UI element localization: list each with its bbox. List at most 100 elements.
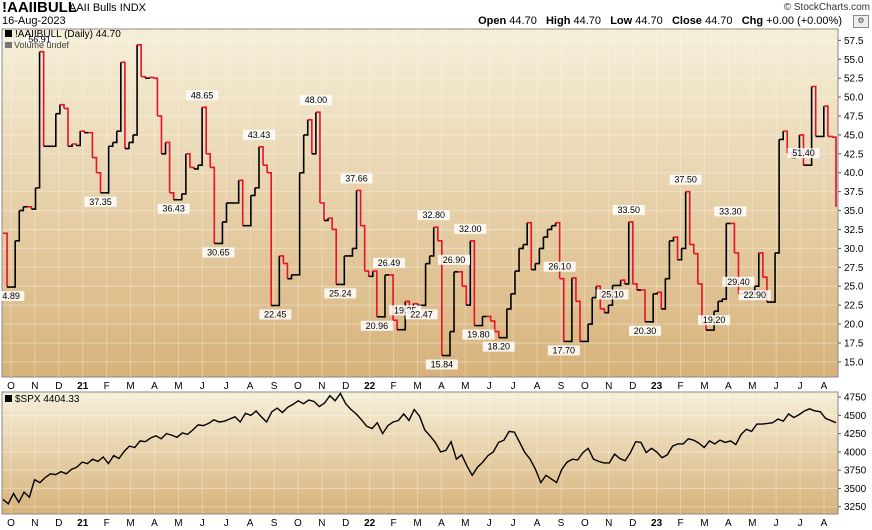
bull-segment	[689, 243, 695, 254]
x-tick-label: N	[605, 518, 612, 529]
annotation-bg	[454, 223, 487, 234]
x-tick-label: D	[629, 381, 636, 392]
bull-segment	[466, 240, 472, 306]
bull-segment	[714, 301, 719, 312]
value-annotation: 29.40	[727, 277, 750, 287]
bull-segment	[35, 51, 41, 189]
annotation-bg	[324, 288, 357, 299]
bull-segment	[458, 271, 463, 287]
bull-segment	[510, 271, 516, 295]
bull-segment	[279, 255, 285, 264]
annotation-bg	[425, 359, 458, 370]
value-annotation: 19.20	[703, 315, 726, 325]
bull-segment	[584, 324, 589, 343]
y-tick-label: 15.0	[844, 357, 864, 368]
bull-segment	[827, 135, 833, 138]
title-row: !AAIIBULL AAII Bulls INDX © StockCharts.…	[0, 0, 872, 16]
bull-segment	[567, 277, 573, 343]
x-tick-label: J	[774, 381, 779, 392]
x-tick-label: J	[200, 518, 205, 529]
bull-segment	[531, 263, 537, 271]
value-annotation: 37.35	[89, 197, 112, 207]
bull-segment	[332, 228, 337, 285]
y-tick-label: 25.0	[844, 282, 864, 293]
y-tick-label: 37.5	[844, 187, 864, 198]
quote-row: 16-Aug-2023 Open 44.70 High 44.70 Low 44…	[0, 15, 872, 27]
bull-segment	[661, 278, 667, 310]
annotation-bg	[547, 345, 580, 356]
x-tick-label: O	[581, 381, 589, 392]
bull-segment	[303, 119, 309, 136]
bull-segment	[506, 293, 512, 310]
x-tick-label: J	[798, 381, 803, 392]
annotation-bg	[202, 247, 235, 258]
y-tick-label: 35.0	[844, 206, 864, 217]
bull-segment	[263, 164, 268, 173]
bull-segment	[779, 131, 784, 141]
bull-segment	[324, 218, 329, 222]
x-tick-label: O	[7, 381, 15, 392]
bull-segment	[770, 252, 776, 303]
bull-segment	[55, 104, 61, 115]
x-tick-label: J	[511, 381, 516, 392]
x-tick-label: A	[821, 518, 828, 529]
bull-segment	[283, 262, 289, 279]
bull-segment	[234, 180, 240, 204]
bull-segment	[120, 61, 126, 149]
value-annotation: 20.96	[366, 321, 389, 331]
x-tick-label: S	[271, 518, 278, 529]
annotation-bg	[612, 204, 645, 215]
annotation-bg	[738, 290, 771, 301]
y-tick-label: 47.5	[844, 112, 864, 123]
x-tick-label: M	[700, 518, 708, 529]
bull-segment	[413, 302, 419, 306]
bull-segment	[478, 316, 484, 327]
symbol-name: AAII Bulls INDX	[69, 2, 147, 14]
bull-segment	[677, 248, 683, 261]
annotation-bg	[389, 305, 422, 316]
bull-segment	[449, 271, 455, 333]
annotation-bg	[462, 329, 495, 340]
gear-icon[interactable]: ⚙	[853, 15, 869, 28]
bull-segment	[307, 118, 313, 154]
bull-segment	[315, 111, 321, 203]
bull-segment	[210, 166, 216, 244]
x-tick-label: 21	[77, 381, 89, 392]
x-tick-label: A	[821, 381, 828, 392]
bull-segment	[181, 153, 187, 195]
bull-segment	[389, 274, 394, 321]
annotation-bg	[698, 315, 731, 326]
bull-segment	[640, 289, 646, 322]
annotation-bg	[84, 196, 117, 207]
x-tick-label: O	[581, 518, 589, 529]
x-tick-label: M	[700, 381, 708, 392]
x-tick-label: A	[247, 381, 254, 392]
x-tick-label: M	[126, 518, 134, 529]
bull-segment	[486, 315, 492, 322]
bull-segment	[620, 279, 626, 284]
bull-segment	[15, 210, 21, 242]
bull-segment	[657, 291, 663, 309]
bull-segment	[189, 166, 195, 169]
bull-segment	[88, 131, 94, 158]
bull-segment	[112, 131, 118, 144]
x-tick-label: O	[294, 381, 302, 392]
bull-segment	[421, 263, 427, 307]
value-annotation: 15.84	[431, 360, 454, 370]
annotation-bg	[405, 309, 438, 320]
bull-segment	[811, 85, 817, 137]
open-label: Open	[478, 15, 507, 27]
bull-segment	[425, 255, 431, 265]
bull-segment	[632, 283, 638, 290]
annotation-bg	[259, 309, 292, 320]
symbol-title: !AAIIBULL	[2, 0, 77, 16]
main-legend: !AAIIBULL (Daily) 44.70	[5, 29, 121, 40]
value-annotation: 19.25	[394, 305, 417, 315]
annotation-bg	[157, 203, 190, 214]
bull-segment	[157, 115, 163, 154]
value-annotation: 32.80	[422, 210, 445, 220]
x-tick-label: A	[151, 518, 158, 529]
bull-segment	[535, 248, 541, 265]
annotation-bg	[669, 174, 702, 185]
bull-segment	[559, 277, 565, 342]
